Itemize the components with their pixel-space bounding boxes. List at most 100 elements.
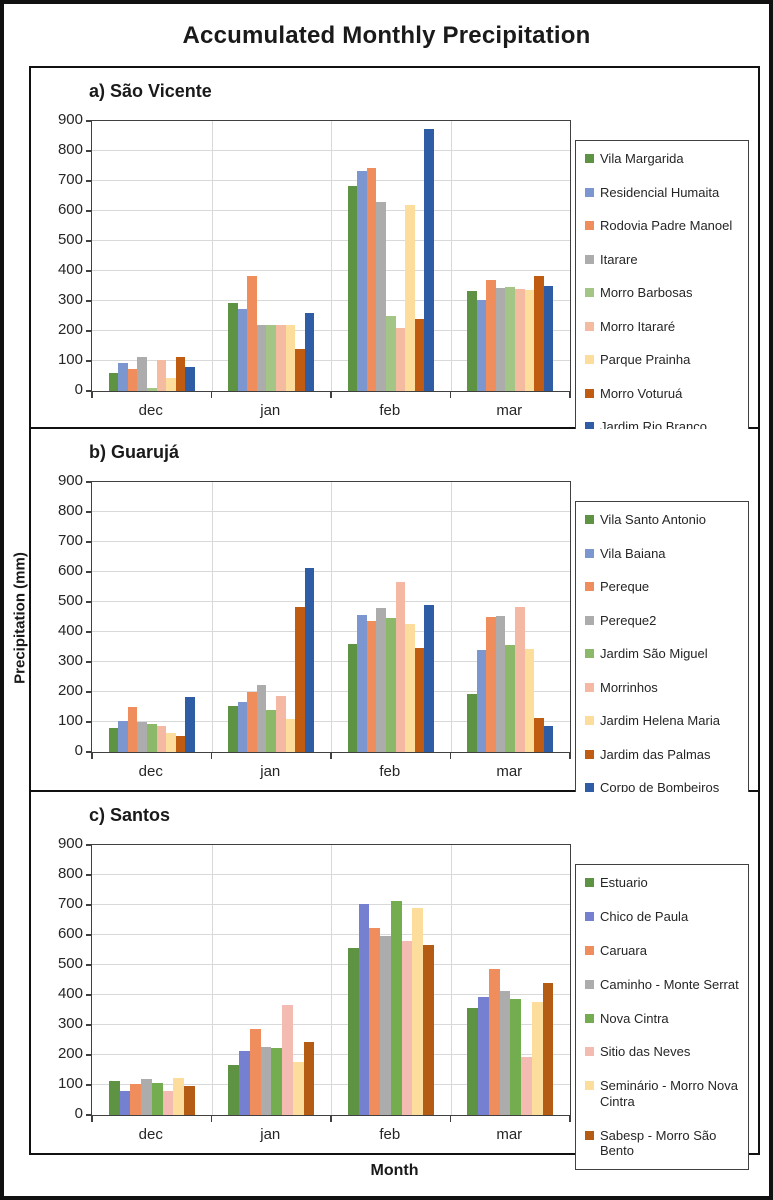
- bar: [543, 725, 554, 752]
- x-tick-mark: [569, 1115, 571, 1122]
- x-tick-mark: [449, 1115, 452, 1122]
- bar: [108, 373, 119, 391]
- x-tick-mark: [91, 1115, 93, 1122]
- bar: [166, 377, 176, 391]
- x-tick-label: jan: [260, 402, 281, 419]
- bar-group-feb: [331, 128, 451, 391]
- legend-swatch: [585, 422, 594, 432]
- bar-group-dec: [92, 697, 212, 752]
- y-tick-mark: [86, 631, 92, 633]
- bar: [347, 185, 358, 391]
- legend-label: Sitio das Neves: [600, 1044, 691, 1060]
- bar: [271, 1048, 282, 1115]
- legend-item: Jardim São Miguel: [585, 646, 742, 662]
- legend-label: Nova Cintra: [600, 1010, 669, 1026]
- figure-title: Accumulated Monthly Precipitation: [182, 22, 591, 49]
- bar: [467, 1007, 478, 1115]
- gridline: [211, 121, 213, 391]
- bar: [488, 968, 500, 1115]
- y-tick-label: 300: [57, 1015, 83, 1032]
- y-tick-mark: [86, 661, 92, 663]
- legend-item: Sabesp - Morro São Bento: [585, 1128, 742, 1159]
- bar: [376, 608, 386, 752]
- x-tick-label: jan: [260, 1126, 281, 1143]
- y-tick-label: 500: [57, 231, 83, 248]
- y-tick-mark: [86, 1024, 92, 1026]
- legend-swatch: [585, 783, 594, 793]
- bar: [304, 568, 315, 752]
- legend-swatch: [585, 1047, 594, 1057]
- bar: [366, 620, 377, 752]
- x-tick-mark: [330, 752, 332, 759]
- legend-swatch: [585, 979, 594, 989]
- bar: [524, 289, 535, 391]
- x-tick-mark: [449, 391, 452, 398]
- y-tick-mark: [86, 751, 92, 753]
- legend-item: Morro Barbosas: [585, 285, 742, 301]
- bar-group-mar: [451, 275, 571, 391]
- legend-item: Caruara: [585, 943, 742, 959]
- bar-group-feb: [331, 901, 451, 1115]
- legend-item: Estuario: [585, 875, 742, 891]
- legend-label: Estuario: [600, 875, 648, 890]
- x-tick-mark: [330, 391, 332, 398]
- bar: [478, 996, 489, 1115]
- bar: [499, 990, 511, 1115]
- bar: [534, 275, 544, 391]
- bar: [401, 941, 413, 1115]
- legend-label: Rodovia Padre Manoel: [600, 218, 733, 234]
- bar-group-mar: [451, 968, 571, 1115]
- gridline: [450, 121, 452, 391]
- legend-item: Rodovia Padre Manoel: [585, 218, 742, 234]
- legend-item: Vila Santo Antonio: [585, 512, 742, 528]
- bar: [357, 170, 367, 391]
- x-tick-mark: [330, 1115, 332, 1122]
- bar: [405, 205, 415, 391]
- y-tick-mark: [86, 300, 92, 302]
- panel-title: c) Santos: [89, 805, 171, 825]
- y-tick-mark: [86, 240, 92, 242]
- bar: [162, 1091, 174, 1115]
- legend: Estuario Chico de Paula Caruara Caminho - M…: [575, 864, 749, 1170]
- bar: [424, 605, 434, 752]
- y-axis-title: Precipitation (mm): [11, 552, 29, 684]
- y-tick-mark: [86, 1114, 92, 1116]
- legend-swatch: [585, 288, 594, 298]
- x-tick-mark: [449, 752, 452, 759]
- bar: [505, 286, 516, 391]
- y-tick-mark: [86, 1084, 92, 1086]
- bar: [118, 720, 128, 752]
- bar: [249, 1028, 261, 1115]
- y-tick-label: 200: [57, 1045, 83, 1062]
- legend-swatch: [585, 515, 594, 524]
- y-tick-label: 400: [57, 261, 83, 278]
- bar-group-jan: [212, 1004, 332, 1115]
- legend-swatch: [585, 321, 594, 331]
- bar: [486, 617, 496, 752]
- y-tick-mark: [86, 934, 92, 936]
- bar: [237, 701, 248, 752]
- bar: [173, 1078, 184, 1115]
- chart-santos: Estuario Chico de Paula Caruara Caminho - M…: [31, 835, 758, 1170]
- y-tick-label: 900: [57, 835, 83, 852]
- legend-label: Vila Margarida: [600, 151, 684, 166]
- legend-label: Pereque: [600, 579, 650, 595]
- legend-item: Residencial Humaita: [585, 185, 742, 201]
- bar: [347, 644, 358, 752]
- bar: [108, 1080, 120, 1115]
- legend-swatch: [585, 388, 594, 398]
- bar: [524, 649, 535, 752]
- y-tick-mark: [86, 150, 92, 152]
- legend-item: Morro Itararé: [585, 319, 742, 335]
- bar: [467, 290, 477, 391]
- y-tick-mark: [86, 120, 92, 122]
- legend-swatch: [585, 582, 594, 592]
- y-tick-label: 900: [57, 472, 83, 489]
- legend: Vila Margarida Residencial Humaita Rodovia…: [575, 140, 749, 446]
- legend-label: Morro Barbosas: [600, 285, 693, 301]
- legend-item: Vila Margarida: [585, 151, 742, 167]
- bar: [405, 623, 415, 752]
- bar: [515, 607, 525, 752]
- y-tick-label: 200: [57, 321, 83, 338]
- legend-label: Itarare: [600, 251, 638, 267]
